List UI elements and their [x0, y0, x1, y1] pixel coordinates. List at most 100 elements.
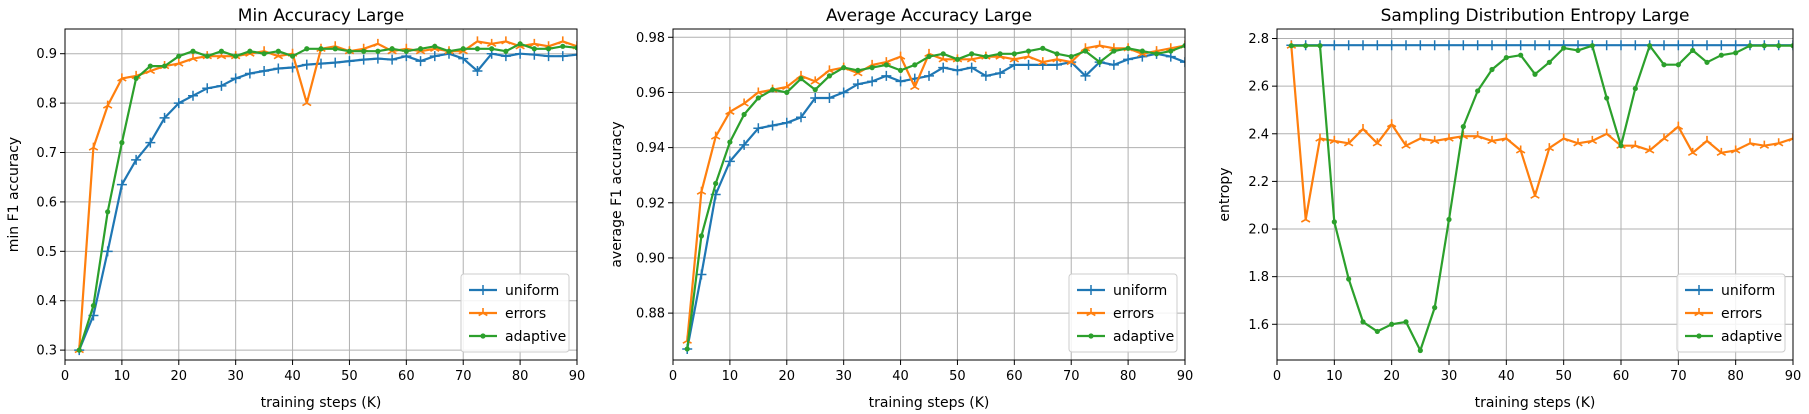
data-point: [1616, 40, 1626, 51]
data-point: [133, 75, 139, 82]
data-point: [852, 79, 863, 90]
data-point: [358, 54, 369, 65]
legend: uniform errors adaptive: [1676, 273, 1786, 353]
data-point: [1068, 53, 1074, 60]
data-point: [910, 81, 920, 91]
data-point: [713, 180, 719, 187]
data-point: [1472, 40, 1483, 51]
data-point: [1360, 319, 1366, 325]
data-point: [1687, 147, 1698, 157]
x-tick-label: 30: [227, 369, 244, 384]
data-point: [545, 46, 552, 52]
data-point: [1659, 133, 1669, 142]
x-tick-label: 80: [512, 369, 529, 384]
data-point: [1716, 40, 1727, 51]
data-point: [1343, 138, 1354, 147]
data-point: [1702, 40, 1712, 51]
data-point: [1401, 40, 1411, 51]
data-point: [838, 87, 849, 98]
x-tick-label: 60: [1613, 369, 1630, 384]
data-point: [145, 137, 156, 148]
data-point: [1530, 40, 1540, 51]
data-point: [1080, 70, 1091, 81]
data-point: [1108, 59, 1119, 70]
x-tick-label: 90: [1785, 369, 1802, 384]
legend-label-errors: errors: [1113, 306, 1154, 322]
x-tick-label: 30: [1441, 369, 1458, 384]
data-point: [501, 36, 511, 45]
data-point: [725, 106, 735, 115]
data-point: [1515, 40, 1526, 51]
x-tick-label: 20: [171, 369, 188, 384]
x-tick-label: 60: [1006, 369, 1023, 384]
data-point: [403, 48, 409, 54]
data-point: [515, 48, 526, 59]
data-point: [781, 117, 792, 128]
data-point: [188, 90, 198, 101]
series-line-errors: [1290, 45, 1793, 221]
y-tick-label: 0.88: [636, 307, 665, 322]
data-point: [995, 68, 1006, 79]
data-point: [739, 139, 750, 150]
data-point: [247, 48, 253, 54]
data-point: [938, 62, 949, 73]
data-point: [318, 46, 324, 52]
data-point: [1788, 133, 1793, 142]
data-point: [1180, 57, 1185, 68]
data-point: [1659, 40, 1669, 51]
data-point: [1745, 138, 1755, 147]
plot-area: 0 10 20 30 40 50 60 70 80 90 0.3 0.4 0.5 0.6 0.7 0.8 0.9…: [36, 28, 585, 384]
data-point: [869, 65, 875, 71]
data-point: [1317, 43, 1323, 49]
data-point: [1415, 40, 1426, 51]
data-point: [1601, 128, 1612, 137]
data-point: [478, 308, 488, 317]
data-point: [753, 87, 764, 96]
data-point: [344, 56, 355, 67]
data-point: [429, 51, 440, 62]
series-group: [1286, 40, 1793, 354]
data-point: [1386, 40, 1397, 51]
data-point: [543, 51, 554, 62]
data-point: [812, 87, 818, 93]
x-tick-label: 70: [455, 369, 472, 384]
data-point: [1530, 190, 1540, 199]
data-point: [1429, 135, 1440, 145]
data-point: [159, 112, 170, 123]
data-point: [1489, 66, 1495, 73]
data-point: [1773, 138, 1784, 147]
data-point: [517, 41, 523, 47]
data-point: [1343, 40, 1354, 51]
data-point: [102, 246, 113, 257]
data-point: [983, 53, 989, 60]
data-point: [1415, 133, 1426, 142]
plot-area: 0 10 20 30 40 50 60 70 80 90 0.88 0.90 0.92 0.94 0.96 0…: [636, 28, 1194, 384]
plot-frame: [1276, 28, 1794, 361]
x-tick-label: 30: [835, 369, 852, 384]
legend-label-adaptive: adaptive: [1113, 329, 1174, 345]
data-point: [897, 67, 904, 73]
data-point: [474, 46, 481, 52]
data-point: [1644, 145, 1655, 154]
data-point: [1300, 214, 1311, 223]
data-point: [1704, 59, 1710, 65]
data-point: [940, 51, 946, 57]
data-point: [1094, 40, 1105, 49]
data-point: [1589, 43, 1595, 49]
chart-title: Sampling Distribution Entropy Large: [1381, 6, 1690, 26]
data-point: [90, 303, 97, 309]
data-point: [796, 112, 806, 123]
data-point: [739, 98, 749, 107]
data-point: [1346, 276, 1352, 282]
y-tick-label: 0.6: [36, 195, 57, 210]
data-point: [1011, 51, 1017, 57]
data-point: [1573, 138, 1583, 147]
data-point: [503, 48, 509, 54]
x-tick-label: 90: [1177, 369, 1194, 384]
data-point: [1432, 305, 1438, 311]
y-tick-label: 0.5: [36, 245, 57, 260]
y-tick-label: 0.90: [636, 251, 665, 266]
data-point: [161, 63, 168, 69]
data-point: [558, 36, 568, 45]
data-point: [1417, 347, 1423, 354]
